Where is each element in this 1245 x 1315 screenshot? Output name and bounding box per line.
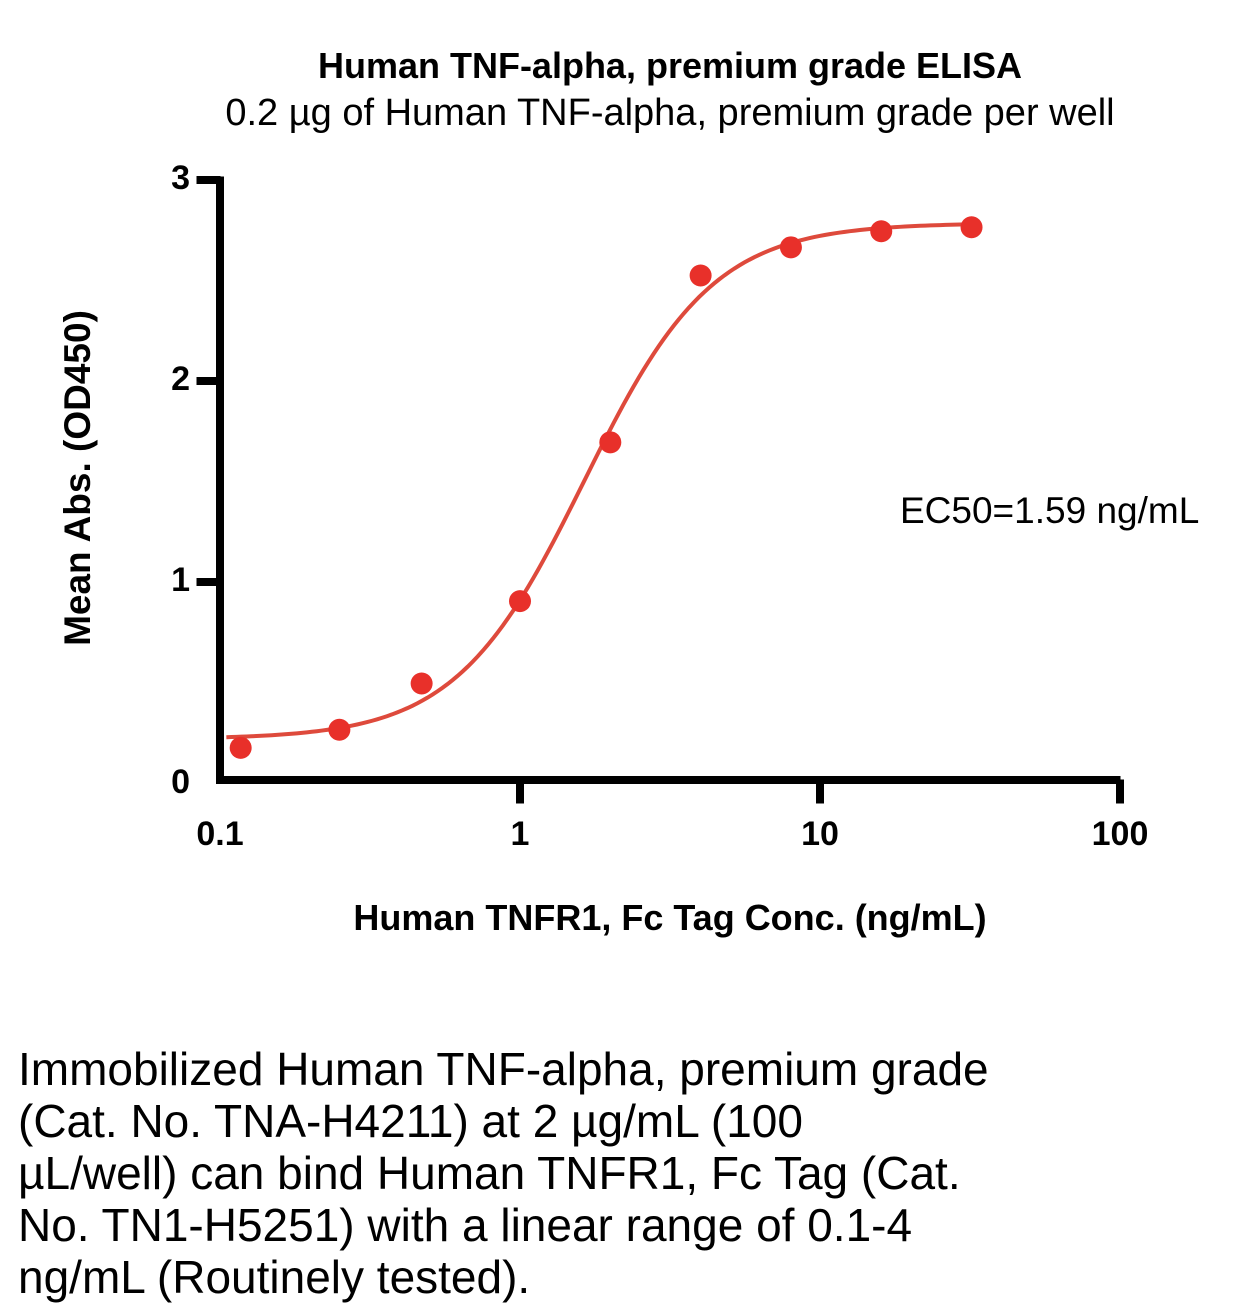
svg-text:0.1: 0.1: [196, 815, 243, 853]
svg-text:10: 10: [801, 815, 839, 853]
svg-text:2: 2: [171, 360, 190, 398]
svg-text:3: 3: [171, 159, 190, 197]
svg-text:100: 100: [1092, 815, 1149, 853]
svg-text:1: 1: [511, 815, 530, 853]
svg-text:0: 0: [171, 763, 190, 801]
svg-text:1: 1: [171, 561, 190, 599]
